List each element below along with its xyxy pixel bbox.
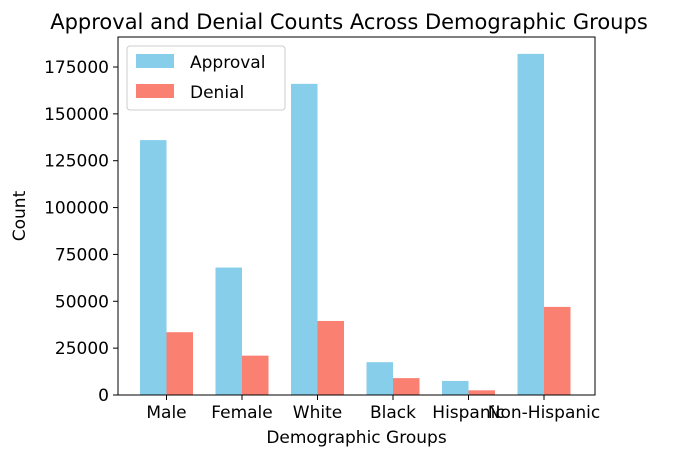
bars-layer (140, 53, 571, 395)
legend-label-approval: Approval (190, 53, 265, 73)
bar-approval-male (140, 140, 167, 395)
legend-swatch-approval (136, 54, 174, 68)
bar-approval-female (215, 267, 242, 395)
legend: Approval Denial (126, 45, 286, 111)
bar-approval-hispanic (442, 380, 469, 395)
legend-label-denial: Denial (190, 83, 244, 103)
bar-denial-female (242, 355, 269, 395)
legend-swatch-denial (136, 84, 174, 98)
y-tick-label: 0 (98, 386, 109, 406)
y-tick-label: 175000 (44, 58, 109, 78)
y-tick-label: 100000 (44, 199, 109, 219)
x-axis-label: Demographic Groups (266, 428, 447, 448)
y-axis-ticks: 0 25000 50000 75000 100000 125000 150000 175000 (44, 58, 118, 406)
x-tick-label: Male (146, 403, 186, 423)
bar-approval-non-hispanic (517, 53, 544, 395)
y-tick-label: 150000 (44, 105, 109, 125)
x-tick-label: Hispanic (432, 403, 504, 423)
plot-frame (117, 36, 596, 396)
x-tick-label: White (293, 403, 342, 423)
x-tick-label: Female (211, 403, 272, 423)
chart-title: Approval and Denial Counts Across Demogr… (50, 10, 648, 34)
bar-denial-black (393, 378, 420, 395)
x-tick-label: Black (370, 403, 416, 423)
y-tick-label: 125000 (44, 152, 109, 172)
y-tick-label: 25000 (55, 339, 109, 359)
y-tick-label: 75000 (55, 245, 109, 265)
y-axis-label: Count (10, 190, 30, 241)
bar-approval-black (366, 362, 393, 395)
x-tick-label: Non-Hispanic (488, 403, 600, 423)
bar-denial-hispanic (468, 390, 495, 395)
bar-denial-white (317, 320, 344, 395)
bar-denial-male (166, 332, 193, 395)
bar-denial-non-hispanic (544, 306, 571, 395)
bar-approval-white (291, 83, 318, 395)
y-tick-label: 50000 (55, 292, 109, 312)
